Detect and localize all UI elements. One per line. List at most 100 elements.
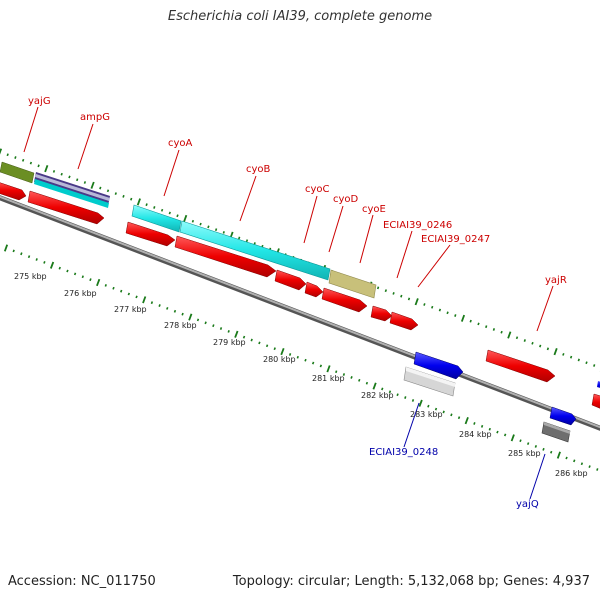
minor-tick xyxy=(76,178,79,182)
scale-label: 279 kbp xyxy=(213,338,246,347)
label-ECIAI39_0246[interactable]: ECIAI39_0246 xyxy=(383,220,452,231)
feature-ECIAI39_0248-bar[interactable] xyxy=(403,366,456,397)
minor-tick xyxy=(60,172,63,176)
minor-tick xyxy=(99,186,102,190)
minor-tick xyxy=(52,170,56,173)
gene-yajR[interactable] xyxy=(485,349,556,383)
minor-tick xyxy=(365,381,369,385)
minor-tick xyxy=(519,439,522,443)
minor-tick xyxy=(450,413,453,417)
minor-tick xyxy=(404,396,407,399)
gene-ECIAI39_0247[interactable] xyxy=(389,311,419,331)
minor-tick xyxy=(577,358,580,362)
gene-cyoA[interactable] xyxy=(125,221,176,247)
minor-tick xyxy=(427,404,430,408)
minor-tick xyxy=(168,211,171,215)
minor-tick xyxy=(219,327,223,330)
minor-tick xyxy=(176,214,179,218)
scale-label: 275 kbp xyxy=(14,272,47,281)
gene-edge-right[interactable] xyxy=(591,381,600,410)
minor-tick xyxy=(319,364,323,368)
minor-tick xyxy=(480,424,484,428)
minor-tick xyxy=(376,286,380,290)
minor-tick xyxy=(593,364,596,367)
minor-tick xyxy=(114,192,117,195)
feature-cyoE-bar[interactable] xyxy=(328,269,377,299)
minor-tick xyxy=(411,399,415,402)
label-yajQ[interactable]: yajQ xyxy=(516,499,539,510)
gene-yajQ[interactable] xyxy=(549,406,577,426)
minor-tick xyxy=(542,447,545,451)
minor-tick xyxy=(81,275,84,279)
feature-track xyxy=(0,161,600,443)
major-tick xyxy=(188,313,193,321)
scale-label: 281 kbp xyxy=(312,374,345,383)
gene-cyoD[interactable] xyxy=(304,281,324,298)
minor-tick xyxy=(358,378,361,382)
feature-cyoB-bar[interactable] xyxy=(179,220,331,281)
label-cyoB[interactable]: cyoB xyxy=(246,164,271,175)
major-tick xyxy=(460,314,466,322)
major-tick xyxy=(418,399,423,407)
minor-tick xyxy=(296,355,299,359)
minor-tick xyxy=(523,339,526,342)
minor-tick xyxy=(573,459,576,463)
minor-tick xyxy=(250,338,253,342)
minor-tick xyxy=(245,239,249,243)
feature-cyoA-bar[interactable] xyxy=(131,204,182,233)
label-cyoD[interactable]: cyoD xyxy=(333,194,359,205)
label-cyoC[interactable]: cyoC xyxy=(305,184,330,195)
label-yajG[interactable]: yajG xyxy=(28,96,51,107)
label-cyoA[interactable]: cyoA xyxy=(168,138,193,149)
major-tick xyxy=(553,347,558,356)
minor-tick xyxy=(37,164,40,168)
label-ECIAI39_0248[interactable]: ECIAI39_0248 xyxy=(369,447,438,458)
minor-tick xyxy=(473,422,476,425)
minor-tick xyxy=(539,344,542,348)
feature-ampG-bar[interactable] xyxy=(34,172,110,208)
major-tick xyxy=(142,296,147,304)
minor-tick xyxy=(35,258,38,261)
label-yajR[interactable]: yajR xyxy=(545,275,567,286)
scale-tick-track xyxy=(3,244,599,471)
minor-tick xyxy=(534,445,538,448)
minor-tick xyxy=(585,361,588,365)
major-tick xyxy=(556,451,561,459)
scale-labels: 275 kbp 276 kbp 277 kbp 278 kbp 279 kbp … xyxy=(14,272,588,478)
feature-yajG-bar[interactable] xyxy=(0,161,35,184)
label-cyoE[interactable]: cyoE xyxy=(362,204,386,215)
major-tick xyxy=(280,347,285,356)
gene-cyoC[interactable] xyxy=(274,269,307,291)
scale-label: 278 kbp xyxy=(164,321,197,330)
gene-yajG[interactable] xyxy=(0,181,27,201)
minor-tick xyxy=(515,336,519,340)
minor-tick xyxy=(311,361,315,365)
feature-yajQ-bar[interactable] xyxy=(541,421,571,443)
label-ECIAI39_0247[interactable]: ECIAI39_0247 xyxy=(421,234,490,245)
minor-tick xyxy=(400,294,403,298)
gene-ampG[interactable] xyxy=(27,190,105,225)
major-tick xyxy=(507,331,512,339)
gene-ECIAI39_0248[interactable] xyxy=(413,351,464,380)
label-ampG[interactable]: ampG xyxy=(80,112,110,123)
minor-tick xyxy=(438,308,442,312)
gene-cyoE[interactable] xyxy=(321,287,368,313)
minor-tick xyxy=(457,416,461,420)
minor-tick xyxy=(106,189,110,193)
minor-tick xyxy=(58,266,61,270)
minor-tick xyxy=(562,352,565,356)
minor-tick xyxy=(407,297,411,301)
minor-tick xyxy=(496,430,499,434)
scale-label: 276 kbp xyxy=(64,289,97,298)
minor-tick xyxy=(73,272,77,276)
gene-ECIAI39_0246[interactable] xyxy=(370,305,393,322)
minor-tick xyxy=(181,312,184,316)
minor-tick xyxy=(145,203,148,207)
minor-tick xyxy=(242,335,246,339)
gene-cyoB[interactable] xyxy=(174,235,277,278)
genome-summary-text: Topology: circular; Length: 5,132,068 bp… xyxy=(232,574,590,589)
major-tick xyxy=(90,181,95,189)
minor-tick xyxy=(173,309,177,313)
scale-label: 277 kbp xyxy=(114,305,147,314)
